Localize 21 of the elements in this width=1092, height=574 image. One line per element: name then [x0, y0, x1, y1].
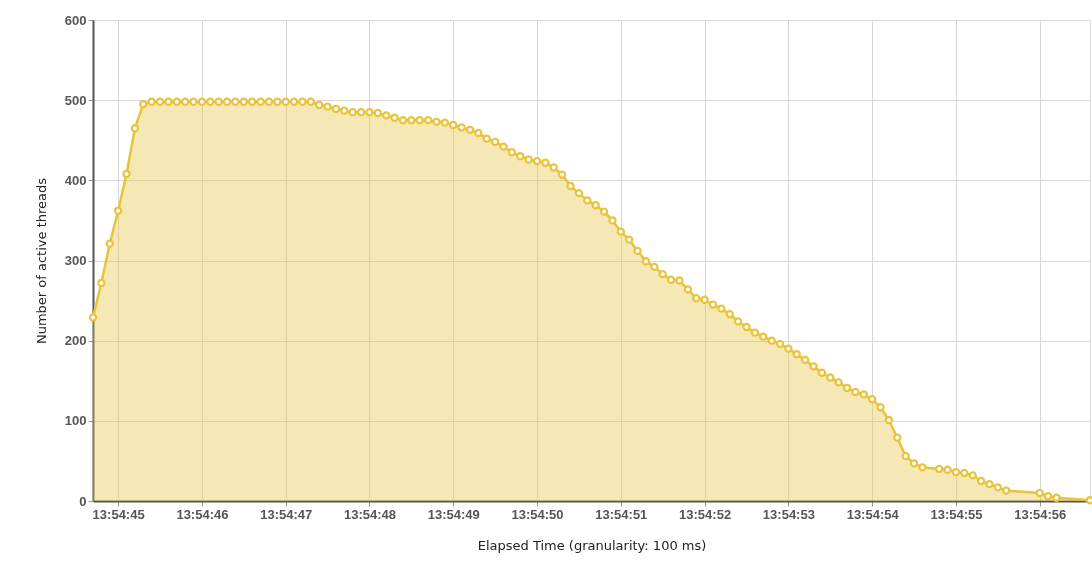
x-tick-label: 13:54:56: [1014, 506, 1067, 522]
y-tick-label: 0: [79, 493, 87, 509]
x-tick-label: 13:54:45: [92, 506, 145, 522]
y-tick-label: 500: [64, 92, 87, 108]
y-axis-title: Number of active threads: [33, 177, 49, 345]
x-tick-label: 13:54:47: [260, 506, 313, 522]
x-tick-label: 13:54:55: [930, 506, 983, 522]
y-tick-label: 200: [64, 333, 87, 349]
x-tick-label: 13:54:53: [762, 506, 815, 522]
y-tick-label: 400: [64, 172, 87, 188]
x-axis-title: Elapsed Time (granularity: 100 ms): [477, 537, 707, 553]
y-tick-label: 100: [64, 413, 87, 429]
x-tick-label: 13:54:49: [427, 506, 480, 522]
y-tick-label: 300: [64, 253, 87, 268]
y-tick-label: 600: [64, 12, 87, 28]
x-tick-label: 13:54:48: [343, 506, 396, 522]
x-tick-label: 13:54:50: [511, 506, 564, 522]
x-tick-label: 13:54:54: [846, 506, 900, 522]
x-tick-label: 13:54:51: [595, 506, 648, 522]
x-tick-label: 13:54:52: [679, 506, 732, 522]
x-tick-label: 13:54:46: [176, 506, 229, 522]
